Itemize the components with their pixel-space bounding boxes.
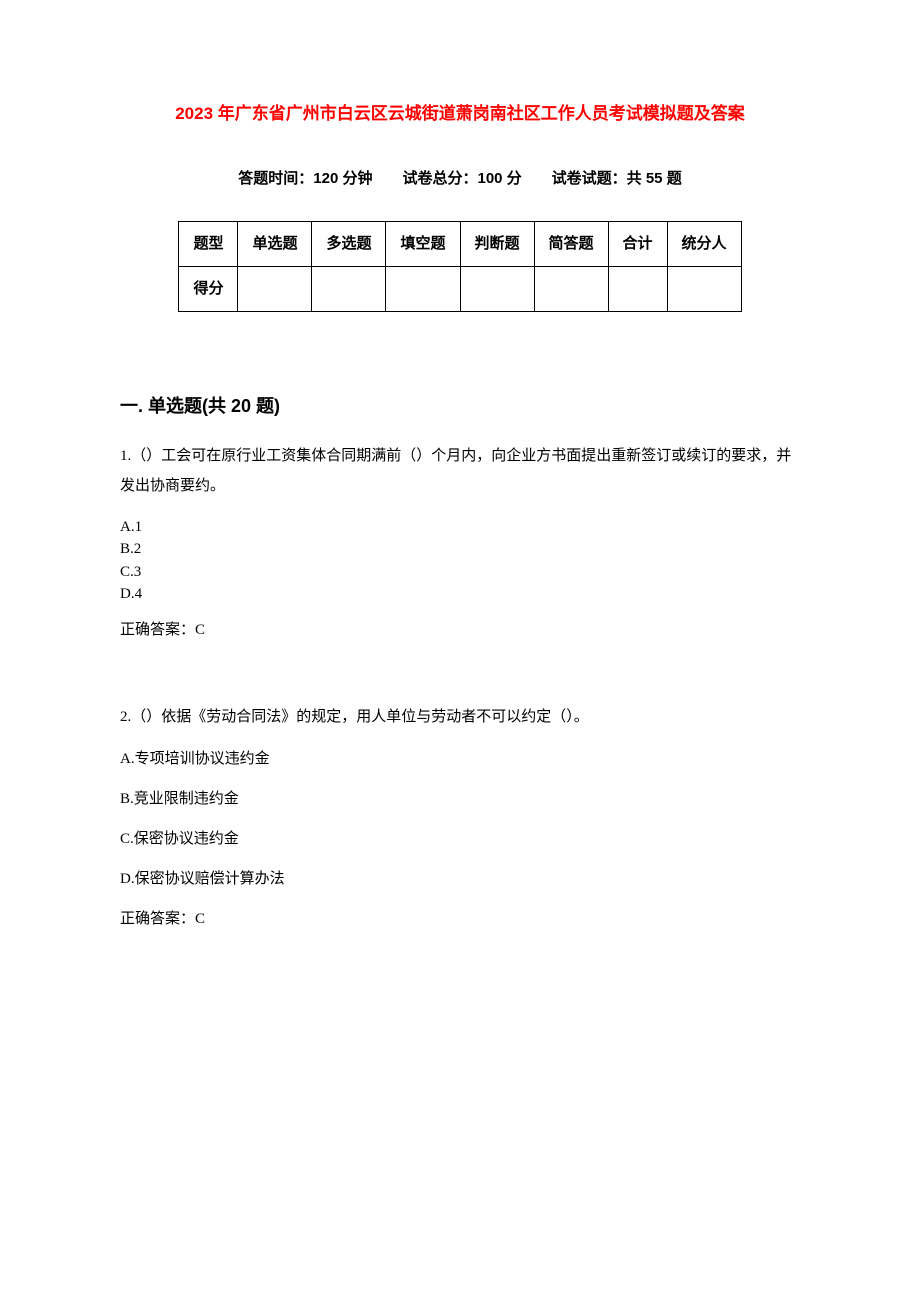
header-cell: 多选题 [312,222,386,267]
header-cell: 填空题 [386,222,460,267]
question-answer: 正确答案：C [120,618,800,642]
option-c: C.3 [120,561,800,584]
question-text: 1.（）工会可在原行业工资集体合同期满前（）个月内，向企业方书面提出重新签订或续… [120,441,800,501]
option-d: D.保密协议赔偿计算办法 [120,867,800,891]
option-b: B.竞业限制违约金 [120,787,800,811]
question-options: A.1 B.2 C.3 D.4 [120,516,800,606]
question-answer: 正确答案：C [120,907,800,931]
score-table: 题型 单选题 多选题 填空题 判断题 简答题 合计 统分人 得分 [178,221,741,312]
document-title: 2023 年广东省广州市白云区云城街道萧岗南社区工作人员考试模拟题及答案 [120,100,800,127]
question-options: A.专项培训协议违约金 B.竞业限制违约金 C.保密协议违约金 D.保密协议赔偿… [120,747,800,891]
score-cell [667,267,741,312]
option-a: A.专项培训协议违约金 [120,747,800,771]
option-c: C.保密协议违约金 [120,827,800,851]
header-cell: 判断题 [460,222,534,267]
exam-info: 答题时间：120 分钟 试卷总分：100 分 试卷试题：共 55 题 [120,167,800,191]
score-cell [312,267,386,312]
header-cell: 题型 [179,222,238,267]
question-1: 1.（）工会可在原行业工资集体合同期满前（）个月内，向企业方书面提出重新签订或续… [120,441,800,642]
score-cell [460,267,534,312]
section-title: 一. 单选题(共 20 题) [120,392,800,421]
option-a: A.1 [120,516,800,539]
question-text: 2.（）依据《劳动合同法》的规定，用人单位与劳动者不可以约定（）。 [120,702,800,732]
score-cell [386,267,460,312]
table-header-row: 题型 单选题 多选题 填空题 判断题 简答题 合计 统分人 [179,222,741,267]
row-label-cell: 得分 [179,267,238,312]
header-cell: 合计 [608,222,667,267]
header-cell: 简答题 [534,222,608,267]
score-cell [608,267,667,312]
option-d: D.4 [120,583,800,606]
question-2: 2.（）依据《劳动合同法》的规定，用人单位与劳动者不可以约定（）。 A.专项培训… [120,702,800,931]
header-cell: 单选题 [238,222,312,267]
score-cell [534,267,608,312]
table-score-row: 得分 [179,267,741,312]
option-b: B.2 [120,538,800,561]
header-cell: 统分人 [667,222,741,267]
score-cell [238,267,312,312]
